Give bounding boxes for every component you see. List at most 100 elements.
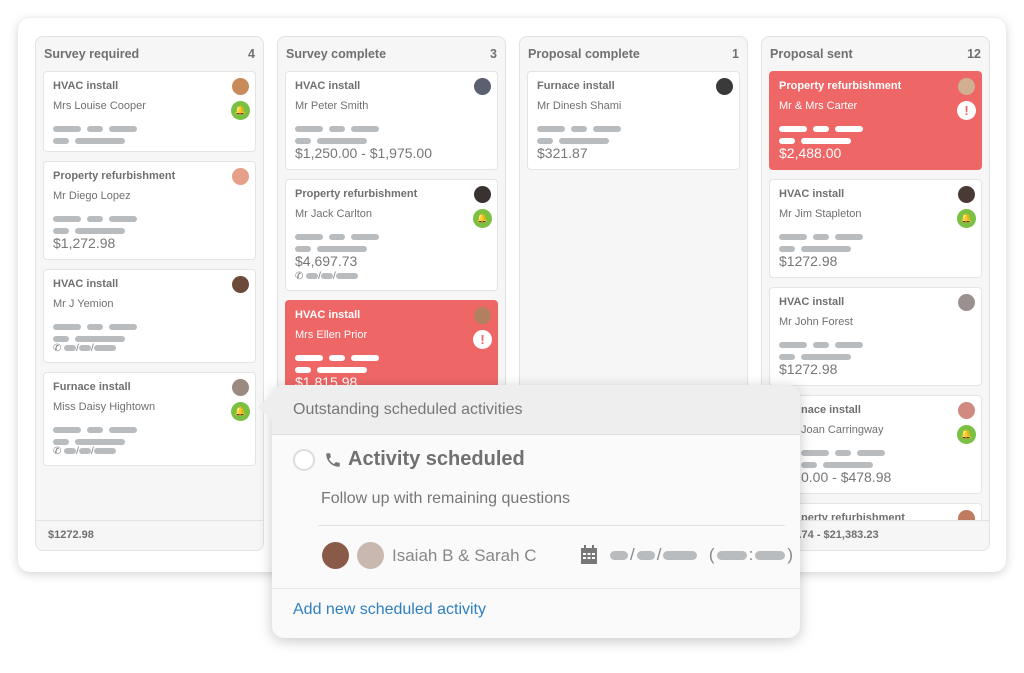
redacted-bar — [93, 448, 116, 454]
redacted-row — [53, 209, 246, 222]
bell-icon[interactable]: 🔔 — [473, 209, 492, 228]
redacted-bar — [109, 324, 137, 330]
redacted-bar — [87, 324, 103, 330]
redacted-bar — [93, 345, 116, 351]
redacted-bar — [779, 354, 795, 360]
redacted-bar — [295, 138, 311, 144]
column-title: Survey required — [44, 47, 140, 61]
kanban-board: Survey required 4 HVAC install Mrs Louise C… — [18, 18, 1006, 572]
bell-icon[interactable]: 🔔 — [957, 209, 976, 228]
deal-card[interactable]: HVAC install Mr Jim Stapleton $1272.98 🔔 — [769, 179, 982, 278]
alert-icon[interactable]: ! — [957, 101, 976, 120]
redacted-bar — [813, 126, 829, 132]
deal-card[interactable]: Property refurbishment Mr Jack Carlton $4,… — [285, 179, 498, 291]
redacted-row — [53, 420, 246, 433]
activity-title[interactable]: Activity scheduled — [348, 448, 525, 470]
redacted-row — [537, 119, 730, 132]
avatar-sarah — [357, 542, 384, 569]
redacted-row — [295, 227, 488, 240]
redacted-bar — [75, 228, 125, 234]
assignees: Isaiah B & Sarah C — [322, 542, 537, 569]
contact-name: Miss Daisy Hightown — [53, 401, 156, 413]
redacted-bar — [320, 273, 333, 279]
column-count: 12 — [967, 47, 981, 61]
column-title: Proposal complete — [528, 47, 640, 61]
owner-avatar — [232, 379, 249, 396]
redacted-bar — [109, 427, 137, 433]
deal-card[interactable]: Furnace install Mr Dinesh Shami $321.87 — [527, 71, 740, 170]
contact-name: Mr Jim Stapleton — [779, 208, 862, 220]
divider — [272, 588, 800, 589]
scheduled-call: ✆ / / — [53, 343, 246, 354]
redacted-row — [295, 119, 488, 132]
column-header: Proposal sent 12 — [762, 37, 989, 71]
activity-datetime: / / (:) — [580, 545, 793, 565]
redacted-bar — [801, 462, 817, 468]
redacted-bar — [801, 450, 829, 456]
contact-name: Joan Carringway — [801, 424, 884, 436]
column-total: $751.74 - $21,383.23 — [762, 520, 989, 550]
redacted-bar — [779, 138, 795, 144]
redacted-details — [779, 119, 972, 144]
redacted-row — [295, 131, 488, 144]
redacted-row — [295, 348, 488, 361]
deal-title: Property refurbishment — [53, 170, 176, 182]
deal-card[interactable]: nace install Joan Carringway 0.00 - $478.9… — [769, 395, 982, 494]
redacted-row — [779, 347, 972, 360]
bell-icon[interactable]: 🔔 — [231, 402, 250, 421]
deal-value: $4,697.73 — [295, 253, 358, 269]
redacted-bar — [295, 126, 323, 132]
redacted-bar — [53, 439, 69, 445]
redacted-row — [295, 360, 488, 373]
deal-title: HVAC install — [53, 80, 119, 92]
bell-icon[interactable]: 🔔 — [957, 425, 976, 444]
deal-value: $321.87 — [537, 145, 588, 161]
deal-card[interactable]: HVAC install Mr John Forest $1272.98 — [769, 287, 982, 386]
deal-card[interactable]: Furnace install Miss Daisy Hightown ✆ / / 🔔 — [43, 372, 256, 466]
deal-card[interactable]: perty refurbishmentFairmount Inn — [769, 503, 982, 520]
redacted-bar — [559, 138, 609, 144]
deal-card[interactable]: Property refurbishment Mr Diego Lopez $1,2… — [43, 161, 256, 260]
redacted-bar — [78, 448, 91, 454]
redacted-bar — [779, 234, 807, 240]
redacted-details — [295, 227, 488, 252]
deal-value: $1,272.98 — [53, 235, 116, 251]
deal-card[interactable]: HVAC install Mr Peter Smith $1,250.00 - $1… — [285, 71, 498, 170]
redacted-row — [295, 239, 488, 252]
redacted-details — [53, 420, 246, 445]
redacted-bar — [835, 234, 863, 240]
assignee-names: Isaiah B & Sarah C — [392, 545, 537, 565]
contact-name: Mr Dinesh Shami — [537, 100, 622, 112]
column-total-value: $1272.98 — [48, 529, 94, 541]
deal-card[interactable]: HVAC install Mr J Yemion ✆ / / — [43, 269, 256, 363]
deal-card[interactable]: HVAC install Mrs Louise Cooper 🔔 — [43, 71, 256, 152]
redacted-bar — [87, 126, 103, 132]
redacted-row — [537, 131, 730, 144]
deal-card[interactable]: Property refurbishment Mr & Mrs Carter $2,… — [769, 71, 982, 170]
redacted-bar — [801, 138, 851, 144]
redacted-row — [53, 432, 246, 445]
redacted-row — [779, 335, 972, 348]
complete-activity-radio[interactable] — [293, 448, 315, 471]
redacted-details — [53, 209, 246, 234]
redacted-row — [53, 329, 246, 342]
redacted-bar — [835, 450, 851, 456]
contact-name: Mr Diego Lopez — [53, 190, 131, 202]
owner-avatar — [716, 78, 733, 95]
redacted-details — [779, 335, 972, 360]
contact-name: Mr John Forest — [779, 316, 853, 328]
deal-value: $1272.98 — [779, 253, 838, 269]
bell-icon[interactable]: 🔔 — [231, 101, 250, 120]
redacted-bar — [75, 336, 125, 342]
redacted-row — [779, 239, 972, 252]
alert-icon[interactable]: ! — [473, 330, 492, 349]
column-title: Survey complete — [286, 47, 387, 61]
add-scheduled-activity-link[interactable]: Add new scheduled activity — [293, 601, 486, 618]
redacted-row — [53, 221, 246, 234]
deal-title: nace install — [801, 404, 861, 416]
redacted-bar — [779, 246, 795, 252]
redacted-bar — [823, 462, 873, 468]
redacted-details — [53, 317, 246, 342]
deal-title: perty refurbishment — [801, 512, 905, 520]
column-count: 4 — [248, 47, 255, 61]
